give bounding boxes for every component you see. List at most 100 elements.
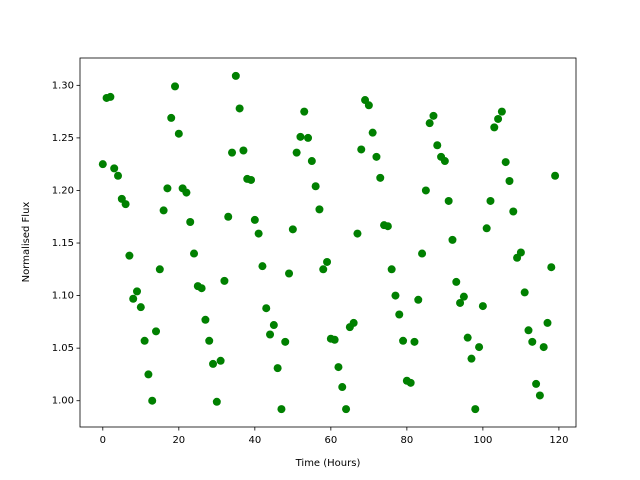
point xyxy=(349,318,358,327)
point xyxy=(467,354,476,363)
point xyxy=(258,262,267,271)
point xyxy=(148,396,157,405)
point xyxy=(273,364,282,373)
point xyxy=(410,337,419,346)
point xyxy=(224,212,233,221)
point xyxy=(247,175,256,184)
point xyxy=(239,146,248,155)
point xyxy=(372,152,381,161)
point xyxy=(440,157,449,166)
point xyxy=(551,171,560,180)
point xyxy=(319,265,328,274)
point xyxy=(125,251,134,260)
point xyxy=(182,188,191,197)
point xyxy=(250,215,259,224)
point xyxy=(300,107,309,116)
point xyxy=(296,132,305,141)
point xyxy=(323,257,332,266)
x-tick-label: 20 xyxy=(172,435,185,446)
point xyxy=(482,224,491,233)
point xyxy=(494,114,503,123)
point xyxy=(235,104,244,113)
x-tick-label: 80 xyxy=(400,435,413,446)
point xyxy=(433,141,442,150)
point xyxy=(539,343,548,352)
point xyxy=(418,249,427,258)
point xyxy=(307,157,316,166)
point xyxy=(266,330,275,339)
point xyxy=(528,337,537,346)
point xyxy=(121,200,130,209)
point xyxy=(277,405,286,414)
y-axis-label: Normalised Flux xyxy=(21,202,32,283)
point xyxy=(463,333,472,342)
point xyxy=(186,218,195,226)
point xyxy=(353,229,362,238)
point xyxy=(144,370,153,379)
point xyxy=(391,291,400,300)
point xyxy=(288,225,297,234)
y-tick-label: 1.25 xyxy=(52,133,74,144)
point xyxy=(110,164,119,173)
point xyxy=(152,327,161,336)
y-tick-label: 1.15 xyxy=(52,238,74,249)
point xyxy=(338,383,347,392)
point xyxy=(262,304,271,313)
y-tick-label: 1.20 xyxy=(52,185,74,196)
point xyxy=(399,336,408,345)
point xyxy=(174,129,183,138)
point xyxy=(140,336,149,345)
point xyxy=(425,119,434,128)
point xyxy=(212,397,221,406)
point xyxy=(155,265,164,274)
point xyxy=(304,133,313,142)
point xyxy=(197,284,206,293)
point xyxy=(383,222,392,231)
point xyxy=(342,405,351,414)
point xyxy=(376,173,385,182)
point xyxy=(216,356,225,365)
point xyxy=(209,359,218,368)
point xyxy=(292,148,301,157)
point xyxy=(311,182,320,191)
x-tick-label: 40 xyxy=(248,435,261,446)
point xyxy=(387,265,396,274)
point xyxy=(201,315,210,324)
axes-frame xyxy=(79,57,577,428)
point xyxy=(444,196,453,205)
y-tick-label: 1.05 xyxy=(52,343,74,354)
point xyxy=(159,206,168,215)
x-tick-label: 0 xyxy=(100,435,106,446)
point xyxy=(535,391,544,400)
point xyxy=(421,186,430,195)
point xyxy=(501,158,510,167)
point xyxy=(456,298,465,307)
point xyxy=(334,363,343,372)
point xyxy=(106,92,115,101)
x-tick-label: 100 xyxy=(473,435,492,446)
y-tick-label: 1.00 xyxy=(52,396,74,407)
point xyxy=(129,294,138,303)
point xyxy=(133,287,142,296)
point xyxy=(478,302,487,311)
x-tick-label: 60 xyxy=(324,435,337,446)
point xyxy=(520,288,529,297)
point xyxy=(452,277,461,286)
point xyxy=(281,337,290,346)
point xyxy=(497,107,506,116)
point xyxy=(254,229,263,238)
point xyxy=(516,248,525,257)
point xyxy=(190,249,199,258)
point xyxy=(414,295,423,304)
point xyxy=(524,326,533,335)
point xyxy=(285,269,294,278)
y-tick-label: 1.30 xyxy=(52,80,74,91)
point xyxy=(490,123,499,132)
point xyxy=(171,82,180,91)
x-axis-label: Time (Hours) xyxy=(295,458,361,469)
point xyxy=(459,292,468,301)
point xyxy=(368,128,377,137)
point xyxy=(167,113,176,122)
